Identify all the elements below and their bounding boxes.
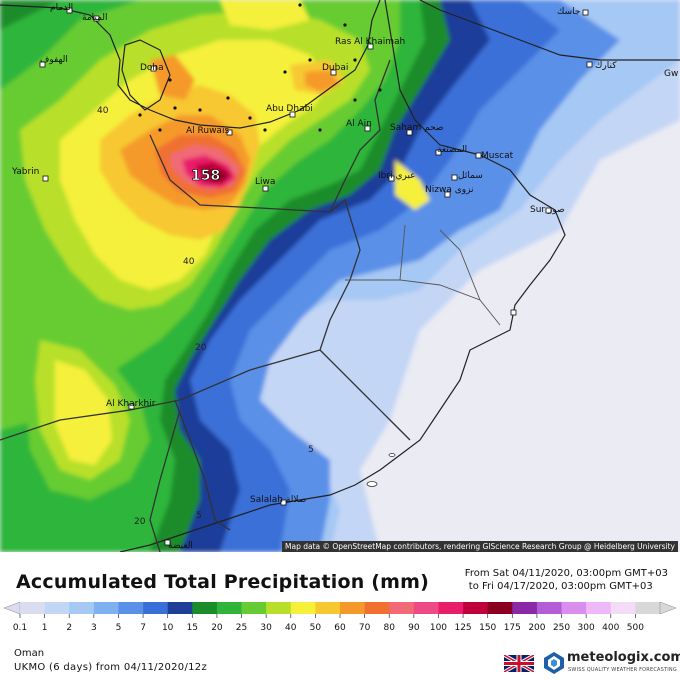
legend-arrow-left [3, 601, 21, 615]
legend-swatch [536, 602, 562, 614]
legend-swatch [118, 602, 144, 614]
meteologix-logo-icon [544, 652, 564, 674]
legend-tick-label: 175 [504, 623, 521, 633]
model-run-label: UKMO (6 days) from 04/11/2020/12z [14, 662, 208, 673]
city-label: Al Ruwais [186, 126, 229, 136]
legend-swatch [561, 602, 587, 614]
legend-swatch [216, 602, 242, 614]
legend-tick-label: 60 [334, 623, 346, 633]
legend-tick-label: 200 [528, 623, 545, 633]
legend-swatch [315, 602, 341, 614]
brand-tagline: SWISS QUALITY WEATHER FORECASTING [568, 667, 677, 673]
legend-tick-label: 3 [91, 623, 97, 633]
legend-tick-label: 20 [211, 623, 223, 633]
legend-tick-label: 90 [408, 623, 420, 633]
legend-swatch [143, 602, 168, 614]
legend-tick-label: 400 [602, 623, 619, 633]
legend-swatch [512, 602, 538, 614]
contour-label: 40 [183, 257, 195, 267]
legend-swatch [241, 602, 267, 614]
city-label: Ras Al Khaimah [335, 37, 405, 47]
city-label: Gw [664, 69, 678, 79]
city-label: الغيضة [168, 541, 193, 551]
legend-tick-label: 500 [627, 623, 644, 633]
uk-flag-icon[interactable] [504, 655, 534, 672]
legend-tick-label: 150 [479, 623, 496, 633]
legend-swatch [364, 602, 390, 614]
city-label: Doha [140, 63, 164, 73]
city-label: Al Ain [346, 119, 372, 129]
city-label: Muscat [481, 151, 514, 161]
forecast-period: From Sat 04/11/2020, 03:00pm GMT+03 to F… [465, 567, 668, 593]
city-label: Dubai [322, 63, 348, 73]
legend-tick-label: 5 [116, 623, 122, 633]
legend-tick-label: 40 [285, 623, 297, 633]
city-label: Ibri عبري [378, 171, 416, 181]
city-label: Yabrin [11, 167, 39, 177]
city-label: Sur صور [530, 205, 565, 215]
legend-swatch [389, 602, 415, 614]
city-label: كنارك [595, 61, 617, 71]
city-label: سمائل [458, 171, 483, 181]
legend-swatch [340, 602, 365, 614]
legend-tick-label: 10 [162, 623, 174, 633]
contour-label: 20 [195, 343, 207, 353]
city-label: الدمام [50, 3, 73, 13]
legend-tick-label: 2 [66, 623, 72, 633]
legend-swatch [266, 602, 292, 614]
legend-swatch [463, 602, 488, 614]
city-label: Saham صحم [390, 123, 444, 133]
contour-label: 5 [308, 445, 314, 455]
period-from: From Sat 04/11/2020, 03:00pm GMT+03 [464, 568, 668, 579]
legend-swatch [44, 602, 70, 614]
legend-tick-label: 7 [140, 623, 146, 633]
period-to: to Fri 04/17/2020, 03:00pm GMT+03 [468, 581, 653, 592]
legend-tick-label: 1 [42, 623, 48, 633]
legend-tick-label: 50 [310, 623, 322, 633]
legend-swatch [192, 602, 218, 614]
legend-swatch [69, 602, 95, 614]
legend-tick-label: 0.1 [13, 623, 27, 633]
legend-swatch [635, 602, 661, 614]
legend-arrow-right [659, 601, 677, 615]
city-label: Liwa [255, 177, 275, 187]
legend-tick-label: 300 [578, 623, 595, 633]
legend-swatch [413, 602, 439, 614]
city-label: المصنعة [437, 145, 467, 155]
precipitation-map: الدمام المنامة الهفوف Doha Dubai Ras Al … [0, 0, 680, 552]
legend-tick-label: 250 [553, 623, 570, 633]
city-label: Al Kharkhir [106, 399, 156, 409]
legend-swatch [438, 602, 464, 614]
legend-swatch [20, 602, 45, 614]
region-label: Oman [14, 648, 45, 659]
city-label: Abu Dhabi [266, 104, 313, 114]
map-credit: Map data © OpenStreetMap contributors, r… [282, 541, 678, 552]
city-label: المنامة [82, 13, 108, 23]
legend-swatch [586, 602, 612, 614]
peak-value-label: 158 [191, 168, 220, 184]
city-label: Nizwa نزوى [425, 185, 474, 195]
legend-tick-label: 80 [384, 623, 396, 633]
legend-tick-label: 70 [359, 623, 371, 633]
contour-label: 40 [97, 106, 109, 116]
legend-tick-label: 125 [454, 623, 471, 633]
city-label: جاسك [557, 7, 580, 17]
brand-logo[interactable]: meteologix.com SWISS QUALITY WEATHER FOR… [543, 650, 680, 678]
legend-tick-label: 15 [187, 623, 198, 633]
legend-swatch [610, 602, 636, 614]
legend-swatch [487, 602, 513, 614]
legend-swatch [290, 602, 316, 614]
color-legend: 0.1 1 2 3 5 7 10 15 20 25 30 40 50 60 70 80 90 100 125 150 1… [3, 601, 677, 633]
contour-label: 20 [134, 517, 146, 527]
legend-tick-label: 25 [236, 623, 247, 633]
legend-swatch [167, 602, 193, 614]
chart-title: Accumulated Total Precipitation (mm) [16, 571, 430, 593]
legend-tick-label: 30 [260, 623, 272, 633]
contour-label: 5 [196, 511, 202, 521]
brand-name: meteologix.com [567, 650, 680, 665]
legend-swatch [93, 602, 119, 614]
city-label: الهفوف [40, 55, 68, 65]
legend-tick-label: 100 [430, 623, 447, 633]
city-label: Salalah صلالة [250, 495, 306, 505]
